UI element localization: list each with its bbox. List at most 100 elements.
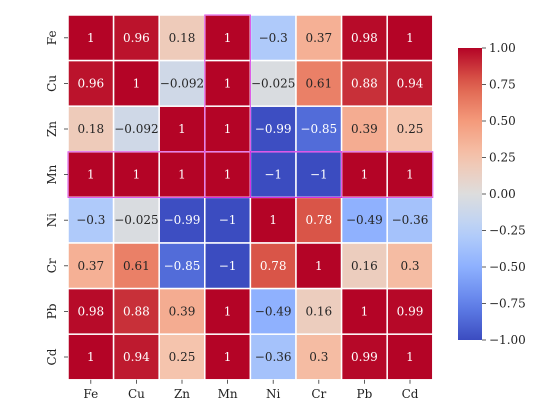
x-tick-label: Cd: [402, 387, 419, 401]
colorbar-tick-label: 1.00: [489, 41, 516, 55]
colorbar-tick-label: 0.00: [489, 187, 516, 201]
heatmap-cell: [204, 59, 252, 107]
heatmap-cell: [112, 242, 160, 290]
cell-value-label: −0.36: [392, 213, 429, 227]
heatmap-cell: [295, 242, 343, 290]
y-tick-label: Cu: [45, 75, 59, 92]
cell-value-label: 1: [361, 304, 369, 318]
y-tick-label: Ni: [45, 213, 59, 228]
y-tick-label: Cd: [45, 348, 59, 365]
heatmap-cell: [340, 242, 388, 290]
cell-value-label: 1: [224, 168, 232, 182]
cell-value-label: 1: [87, 168, 95, 182]
cell-value-label: −0.49: [255, 304, 292, 318]
cell-value-label: 1: [87, 31, 95, 45]
cell-value-label: −0.092: [114, 122, 158, 136]
cell-value-label: 1: [361, 168, 369, 182]
cell-value-label: 0.61: [123, 259, 150, 273]
cell-value-label: 0.37: [77, 259, 104, 273]
cell-value-label: 0.3: [400, 259, 419, 273]
heatmap-cell: [112, 59, 160, 107]
colorbar-tick-label: 0.50: [489, 114, 516, 128]
colorbar-gradient: [458, 48, 482, 340]
y-axis-ticks: Fe Cu Zn Mn Ni Cr Pb Cd: [45, 30, 68, 365]
cell-value-label: 0.78: [260, 259, 287, 273]
heatmap-cell: [340, 105, 388, 153]
heatmap-cell: [158, 105, 206, 153]
cell-value-label: 0.88: [351, 76, 378, 90]
cell-value-label: 0.61: [305, 76, 332, 90]
cell-value-label: −0.85: [300, 122, 337, 136]
cell-value-label: −0.025: [251, 76, 295, 90]
colorbar-tick-label: 0.25: [489, 151, 516, 165]
cell-value-label: 1: [224, 350, 232, 364]
cell-value-label: 0.88: [123, 304, 150, 318]
heatmap-cell: [67, 287, 115, 335]
heatmap-cell: [295, 105, 343, 153]
colorbar-tick-label: 0.75: [489, 78, 516, 92]
heatmap-cell: [158, 151, 206, 199]
cell-value-label: 1: [406, 31, 414, 45]
cell-value-label: −1: [264, 168, 282, 182]
cell-value-label: −1: [219, 213, 237, 227]
cell-value-label: −0.85: [164, 259, 201, 273]
cell-value-label: 0.39: [351, 122, 378, 136]
heatmap-cell: [249, 151, 297, 199]
colorbar-tick-label: −0.50: [489, 260, 526, 274]
cell-value-label: 1: [224, 304, 232, 318]
cell-value-label: 0.94: [123, 350, 150, 364]
cell-value-label: 0.98: [77, 304, 104, 318]
cell-value-label: 1: [224, 76, 232, 90]
colorbar-tick-label: −0.25: [489, 224, 526, 238]
cell-value-label: 1: [406, 350, 414, 364]
cell-value-label: 1: [133, 76, 141, 90]
cell-value-label: 0.78: [305, 213, 332, 227]
y-tick-label: Cr: [45, 258, 59, 273]
cell-value-label: −0.3: [259, 31, 288, 45]
heatmap-cell: [204, 105, 252, 153]
colorbar-tick-label: −1.00: [489, 333, 526, 347]
cell-value-label: −0.36: [255, 350, 292, 364]
cell-value-label: 1: [178, 122, 186, 136]
cell-value-label: 0.18: [169, 31, 196, 45]
colorbar: 1.00 0.75 0.50 0.25 0.00 −0.25 −0.50 −0.75 −1.00: [458, 41, 526, 347]
heatmap-cell: [158, 287, 206, 335]
heatmap-cell: [249, 333, 297, 381]
heatmap-cell: [295, 59, 343, 107]
heatmap-cell: [386, 287, 434, 335]
y-tick-label: Fe: [45, 30, 59, 45]
cell-value-label: 1: [315, 259, 323, 273]
heatmap-cell: [386, 105, 434, 153]
heatmap-cell: [386, 333, 434, 381]
x-tick-label: Ni: [266, 387, 281, 401]
x-tick-label: Fe: [83, 387, 98, 401]
heatmap-cell: [112, 287, 160, 335]
cell-value-label: 1: [178, 168, 186, 182]
heatmap-cell: [386, 59, 434, 107]
heatmap-cell: [249, 287, 297, 335]
y-tick-label: Mn: [45, 164, 59, 184]
x-tick-label: Mn: [218, 387, 238, 401]
cell-value-label: 0.99: [351, 350, 378, 364]
cell-value-label: 0.25: [397, 122, 424, 136]
cell-value-label: 0.94: [397, 76, 424, 90]
cell-value-label: 0.16: [305, 304, 332, 318]
cell-value-label: −1: [219, 259, 237, 273]
heatmap-cell: [112, 14, 160, 62]
heatmap-cell: [386, 242, 434, 290]
heatmap-cells: 1 0.96 0.18 1 −0.3 0.37 0.98 1 0.96 1 −0.092 1 −0.02…: [67, 14, 434, 381]
cell-value-label: 0.3: [309, 350, 328, 364]
cell-value-label: 1: [269, 213, 277, 227]
cell-value-label: 0.18: [77, 122, 104, 136]
cell-value-label: 0.16: [351, 259, 378, 273]
highlight-outline: [249, 151, 343, 198]
y-tick-label: Zn: [45, 121, 59, 137]
cell-value-label: 0.98: [351, 31, 378, 45]
x-tick-label: Zn: [174, 387, 190, 401]
heatmap-cell: [340, 287, 388, 335]
cell-value-label: 1: [224, 31, 232, 45]
heatmap-cell: [295, 14, 343, 62]
cell-value-label: −0.025: [114, 213, 158, 227]
colorbar-tick-label: −0.75: [489, 297, 526, 311]
